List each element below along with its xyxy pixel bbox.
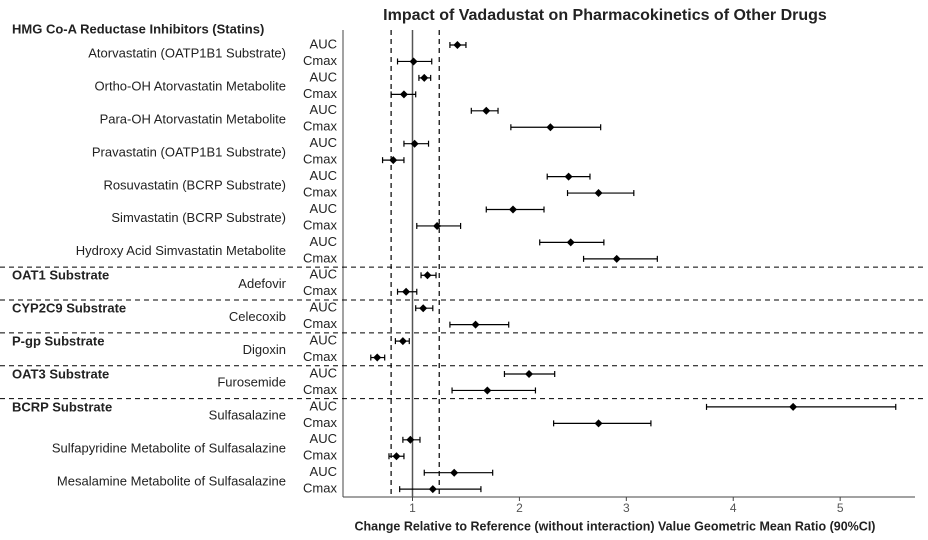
metric-label: AUC: [310, 333, 337, 348]
estimate-point: [482, 106, 491, 115]
drug-name: Adefovir: [238, 276, 286, 291]
metric-label: Cmax: [303, 119, 337, 134]
group-header: BCRP Substrate: [12, 399, 112, 414]
metric-label: AUC: [310, 365, 337, 380]
drug-name: Atorvastatin (OATP1B1 Substrate): [88, 46, 286, 61]
drug-name: Pravastatin (OATP1B1 Substrate): [92, 144, 286, 159]
metric-label: Cmax: [303, 382, 337, 397]
drug-name: Para-OH Atorvastatin Metabolite: [100, 111, 286, 126]
drug-name: Mesalamine Metabolite of Sulfasalazine: [57, 473, 286, 488]
estimate-point: [450, 468, 459, 477]
metric-label: AUC: [310, 168, 337, 183]
group-header: OAT1 Substrate: [12, 268, 109, 283]
estimate-point: [406, 435, 415, 444]
metric-label: AUC: [310, 36, 337, 51]
metric-label: Cmax: [303, 415, 337, 430]
estimate-point: [525, 370, 534, 378]
metric-label: AUC: [310, 234, 337, 249]
drug-name: Ortho-OH Atorvastatin Metabolite: [95, 79, 286, 94]
metric-label: AUC: [310, 431, 337, 446]
metric-label: AUC: [310, 69, 337, 84]
x-axis-label: Change Relative to Reference (without in…: [355, 519, 876, 533]
estimate-point: [410, 139, 419, 148]
estimate-point: [392, 452, 401, 461]
estimate-point: [402, 287, 411, 296]
estimate-point: [594, 189, 603, 198]
estimate-point: [373, 353, 382, 362]
group-header: CYP2C9 Substrate: [12, 301, 126, 316]
estimate-point: [612, 254, 621, 263]
estimate-point: [483, 386, 492, 395]
x-tick-label: 5: [837, 501, 844, 515]
metric-label: Cmax: [303, 283, 337, 298]
estimate-point: [433, 221, 442, 230]
estimate-point: [471, 320, 480, 329]
metric-label: AUC: [310, 201, 337, 216]
estimate-point: [566, 238, 575, 247]
metric-label: Cmax: [303, 53, 337, 68]
metric-label: Cmax: [303, 152, 337, 167]
metric-label: AUC: [310, 398, 337, 413]
metric-label: Cmax: [303, 217, 337, 232]
estimate-point: [564, 172, 573, 181]
group-header: OAT3 Substrate: [12, 366, 109, 381]
group-header: HMG Co-A Reductase Inhibitors (Statins): [12, 21, 264, 36]
estimate-point: [409, 57, 418, 66]
estimate-point: [389, 156, 398, 165]
estimate-point: [546, 123, 555, 132]
estimate-point: [453, 41, 462, 49]
estimate-point: [398, 337, 407, 346]
estimate-point: [399, 90, 408, 99]
x-tick-label: 1: [409, 501, 416, 515]
estimate-point: [423, 271, 432, 280]
chart-title: Impact of Vadadustat on Pharmacokinetics…: [383, 7, 827, 24]
metric-label: Cmax: [303, 316, 337, 331]
metric-label: Cmax: [303, 448, 337, 463]
metric-label: AUC: [310, 102, 337, 117]
drug-name: Sulfasalazine: [209, 408, 286, 423]
metric-label: AUC: [310, 135, 337, 150]
drug-name: Hydroxy Acid Simvastatin Metabolite: [76, 243, 286, 258]
drug-name: Rosuvastatin (BCRP Substrate): [103, 177, 286, 192]
metric-label: Cmax: [303, 250, 337, 265]
metric-label: Cmax: [303, 184, 337, 199]
estimate-point: [508, 205, 517, 214]
metric-label: AUC: [310, 267, 337, 282]
metric-label: Cmax: [303, 481, 337, 496]
estimate-point: [789, 402, 798, 411]
drug-name: Furosemide: [217, 375, 286, 390]
drug-name: Simvastatin (BCRP Substrate): [111, 210, 286, 225]
metric-label: Cmax: [303, 86, 337, 101]
estimate-point: [420, 73, 429, 82]
x-tick-label: 3: [623, 501, 630, 515]
x-tick-label: 2: [516, 501, 523, 515]
metric-label: AUC: [310, 464, 337, 479]
metric-label: Cmax: [303, 349, 337, 364]
drug-name: Digoxin: [243, 342, 286, 357]
drug-name: Sulfapyridine Metabolite of Sulfasalazin…: [52, 440, 286, 455]
estimate-point: [419, 304, 428, 313]
group-header: P-gp Substrate: [12, 334, 104, 349]
metric-label: AUC: [310, 300, 337, 315]
x-tick-label: 4: [730, 501, 737, 515]
drug-name: Celecoxib: [229, 309, 286, 324]
estimate-point: [594, 419, 603, 428]
estimate-point: [428, 485, 437, 494]
